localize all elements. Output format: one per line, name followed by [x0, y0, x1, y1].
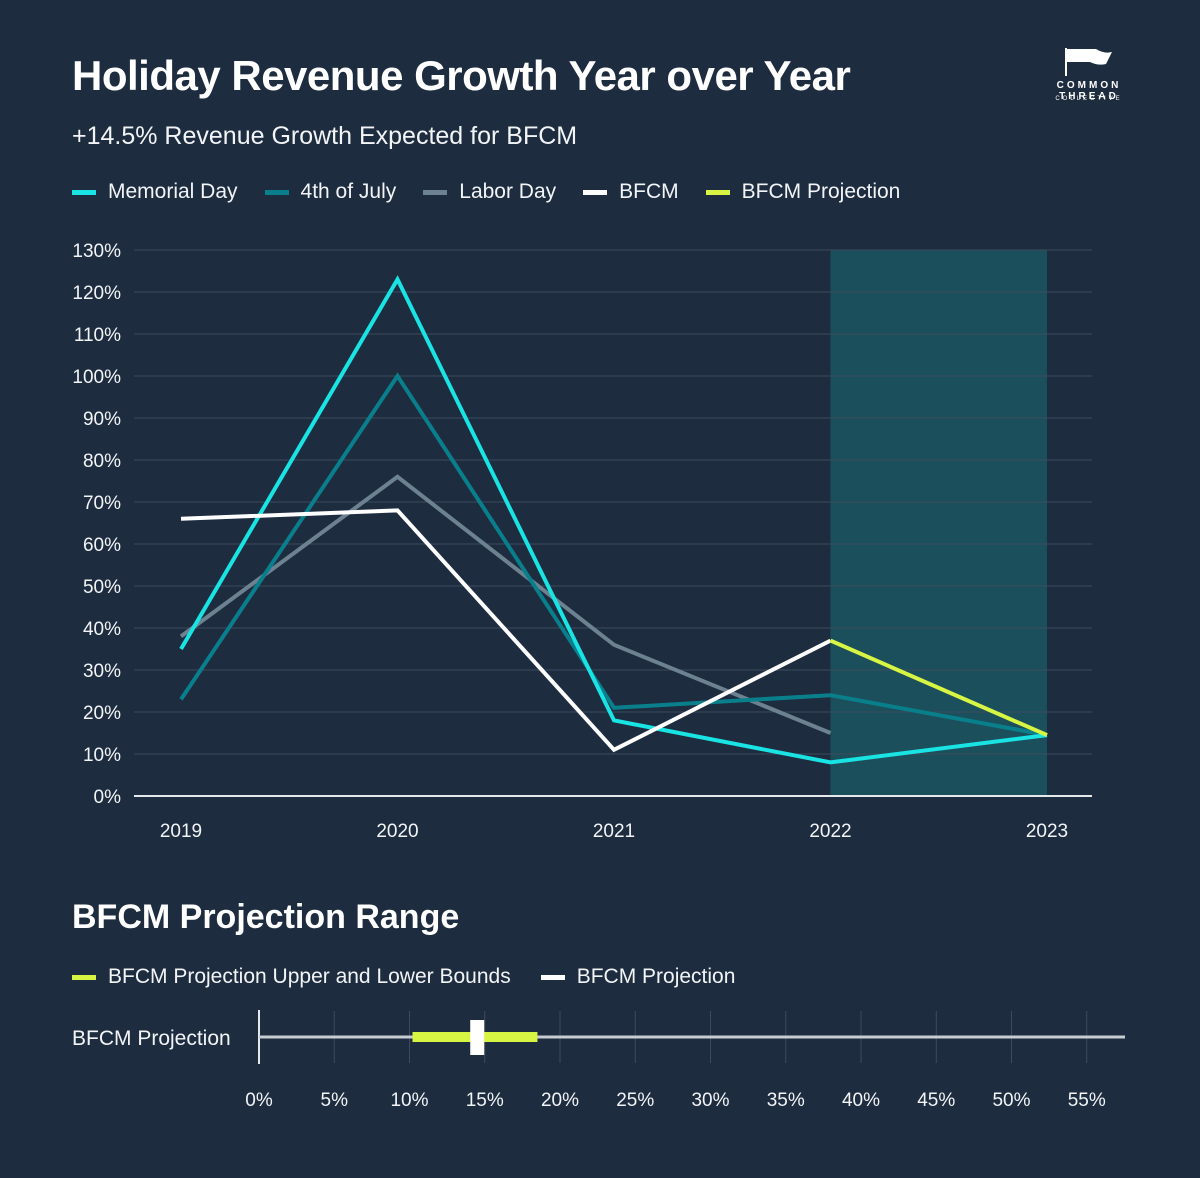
legend-swatch — [264, 189, 289, 195]
highlight-band — [830, 250, 1047, 796]
legend-swatch — [423, 189, 448, 195]
legend-swatch — [72, 189, 96, 195]
x-tick-label: 15% — [466, 1090, 504, 1111]
x-tick-label: 20% — [541, 1090, 579, 1111]
legend-swatch — [583, 189, 608, 195]
projection-bounds-bar — [412, 1032, 538, 1042]
y-tick-label: 30% — [83, 661, 121, 682]
y-tick-label: 120% — [72, 283, 121, 304]
brand-logo: COMMON THREAD COLLECTIVE — [1026, 46, 1152, 108]
x-tick-label: 2019 — [160, 821, 202, 842]
y-tick-label: 80% — [83, 451, 121, 472]
legend-item-bfcm-projection-upper-and-lower-bounds: BFCM Projection Upper and Lower Bounds — [72, 965, 511, 989]
y-tick-label: 10% — [83, 745, 121, 766]
legend-label: BFCM — [619, 180, 679, 203]
projection-marker — [470, 1020, 485, 1055]
flag-icon — [1065, 48, 1112, 76]
series-line-4th-of-july — [179, 372, 1048, 738]
y-tick-label: 70% — [83, 493, 121, 514]
x-tick-label: 2020 — [376, 821, 418, 842]
x-tick-label: 55% — [1068, 1090, 1106, 1111]
x-tick-label: 45% — [917, 1090, 955, 1111]
range-category-label: BFCM Projection — [72, 1027, 231, 1050]
legend-label: Memorial Day — [108, 180, 238, 203]
legend-item-labor-day: Labor Day — [423, 180, 556, 204]
x-tick-label: 35% — [767, 1090, 805, 1111]
y-tick-label: 90% — [83, 409, 121, 430]
legend-item-bfcm-projection: BFCM Projection — [705, 180, 901, 204]
y-tick-label: 20% — [83, 703, 121, 724]
series-line-bfcm-projection — [829, 638, 1048, 737]
legend-label: BFCM Projection — [576, 965, 736, 988]
series-line-labor-day — [179, 474, 832, 735]
range-section-title: BFCM Projection Range — [72, 898, 460, 936]
legend-item-bfcm-projection: BFCM Projection — [540, 965, 736, 989]
y-tick-label: 50% — [83, 577, 121, 598]
logo-brand-text: COMMON THREAD — [1056, 80, 1122, 102]
legend-swatch — [705, 189, 730, 195]
x-tick-label: 25% — [616, 1090, 654, 1111]
x-tick-label: 2022 — [809, 821, 851, 842]
chart-subtitle: +14.5% Revenue Growth Expected for BFCM — [72, 122, 578, 150]
legend-item-bfcm: BFCM — [583, 180, 679, 204]
legend-swatch — [540, 974, 565, 980]
line-chart: 0% 10% 20% 30% 40% 50% 60% 70% 80% 90% 100% 110% 120… — [72, 241, 1092, 842]
x-tick-label: 2023 — [1026, 821, 1068, 842]
legend-label: BFCM Projection — [741, 180, 901, 203]
series-line-memorial-day — [179, 275, 1048, 765]
legend-label: 4th of July — [300, 180, 397, 203]
logo-sub-text: COLLECTIVE — [1055, 96, 1123, 102]
x-tick-label: 10% — [390, 1090, 428, 1111]
series-line-bfcm — [180, 508, 832, 753]
y-tick-label: 60% — [83, 535, 121, 556]
legend-item-memorial-day: Memorial Day — [72, 180, 238, 204]
legend-label: Labor Day — [459, 180, 557, 203]
x-tick-label: 2021 — [593, 821, 635, 842]
y-tick-label: 130% — [72, 241, 121, 262]
line-chart-legend: Memorial Day 4th of July Labor Day BFCM BFCM… — [72, 180, 927, 204]
y-tick-label: 110% — [74, 325, 121, 346]
y-tick-label: 40% — [83, 619, 121, 640]
y-tick-label: 0% — [94, 787, 122, 808]
legend-item-4th-of-july: 4th of July — [264, 180, 397, 204]
legend-label: BFCM Projection Upper and Lower Bounds — [108, 965, 511, 988]
x-tick-label: 50% — [992, 1090, 1030, 1111]
y-tick-label: 100% — [72, 367, 121, 388]
x-tick-label: 40% — [842, 1090, 880, 1111]
x-tick-label: 30% — [691, 1090, 729, 1111]
chart-title: Holiday Revenue Growth Year over Year — [72, 52, 851, 99]
x-tick-label: 5% — [321, 1090, 349, 1111]
x-tick-label: 0% — [245, 1090, 273, 1111]
range-chart-legend: BFCM Projection Upper and Lower Bounds BF… — [72, 965, 765, 989]
legend-swatch — [72, 974, 96, 980]
